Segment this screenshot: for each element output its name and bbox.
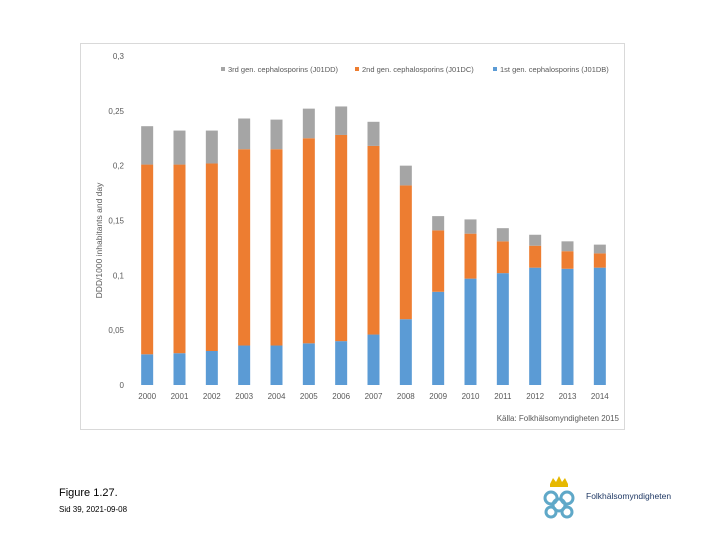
bar-segment-2nd-gen-2009 bbox=[432, 230, 445, 292]
y-tick-label: 0 bbox=[120, 381, 125, 390]
x-tick-label: 2011 bbox=[494, 392, 512, 401]
bar-segment-2nd-gen-2012 bbox=[529, 245, 542, 268]
x-tick-label: 2013 bbox=[559, 392, 577, 401]
bar-segment-2nd-gen-2013 bbox=[561, 251, 574, 269]
bar-segment-3rd-gen-2010 bbox=[464, 219, 477, 234]
x-tick-label: 2006 bbox=[332, 392, 350, 401]
bar-segment-2nd-gen-2000 bbox=[141, 164, 154, 355]
logo-text: Folkhälsomyndigheten bbox=[586, 491, 672, 501]
x-tick-label: 2000 bbox=[138, 392, 156, 401]
bar-segment-2nd-gen-2006 bbox=[335, 134, 348, 342]
bar-segment-1st-gen-2007 bbox=[367, 334, 380, 385]
bar-segment-2nd-gen-2005 bbox=[302, 138, 315, 344]
bar-segment-1st-gen-2013 bbox=[561, 268, 574, 385]
slide-reference: Sid 39, 2021-09-08 bbox=[59, 505, 128, 514]
y-tick-label: 0,2 bbox=[113, 162, 125, 171]
x-tick-label: 2007 bbox=[365, 392, 383, 401]
y-tick-label: 0,15 bbox=[108, 217, 124, 226]
x-tick-label: 2014 bbox=[591, 392, 609, 401]
x-tick-label: 2009 bbox=[429, 392, 447, 401]
bar-segment-3rd-gen-2013 bbox=[561, 241, 574, 252]
bar-segment-2nd-gen-2014 bbox=[593, 253, 606, 268]
bar-segment-1st-gen-2001 bbox=[173, 353, 186, 385]
y-tick-label: 0,3 bbox=[113, 52, 125, 61]
x-tick-label: 2001 bbox=[171, 392, 189, 401]
bar-segment-3rd-gen-2011 bbox=[496, 228, 509, 242]
stacked-bar-chart: DDD/1000 inhabitants and day 0 0,05 0,1 0,15… bbox=[94, 52, 620, 423]
chart-source: Källa: Folkhälsomyndigheten 2015 bbox=[497, 414, 620, 423]
bar-segment-2nd-gen-2010 bbox=[464, 233, 477, 279]
bar-segment-1st-gen-2000 bbox=[141, 354, 154, 385]
bar-segment-1st-gen-2014 bbox=[593, 267, 606, 385]
x-tick-label: 2008 bbox=[397, 392, 415, 401]
bar-segment-3rd-gen-2006 bbox=[335, 106, 348, 135]
bar-segment-1st-gen-2010 bbox=[464, 278, 477, 385]
y-tick-label: 0,1 bbox=[113, 271, 125, 280]
bar-segment-1st-gen-2012 bbox=[529, 267, 542, 385]
bar-segment-3rd-gen-2002 bbox=[205, 130, 218, 164]
x-tick-label: 2012 bbox=[526, 392, 544, 401]
x-tick-label: 2005 bbox=[300, 392, 318, 401]
chart-frame: DDD/1000 inhabitants and day 0 0,05 0,1 0,15… bbox=[80, 43, 625, 430]
logo-emblem-icon bbox=[543, 476, 575, 519]
legend-label: 3rd gen. cephalosporins (J01DD) bbox=[228, 65, 339, 74]
legend-label: 2nd gen. cephalosporins (J01DC) bbox=[362, 65, 474, 74]
folkhalsomyndigheten-logo: Folkhälsomyndigheten bbox=[536, 474, 676, 520]
bar-segment-3rd-gen-2000 bbox=[141, 126, 154, 165]
bar-segment-3rd-gen-2007 bbox=[367, 121, 380, 146]
bar-segment-1st-gen-2003 bbox=[238, 345, 251, 385]
legend-swatch bbox=[493, 67, 497, 71]
bar-segment-2nd-gen-2004 bbox=[270, 149, 283, 346]
x-tick-label: 2002 bbox=[203, 392, 221, 401]
x-tick-label: 2003 bbox=[235, 392, 253, 401]
bar-segment-2nd-gen-2008 bbox=[399, 185, 412, 320]
bar-segment-3rd-gen-2009 bbox=[432, 216, 445, 231]
legend-swatch bbox=[221, 67, 225, 71]
legend-swatch bbox=[355, 67, 359, 71]
bar-segment-1st-gen-2006 bbox=[335, 341, 348, 385]
bar-segment-1st-gen-2009 bbox=[432, 291, 445, 385]
bar-segment-1st-gen-2008 bbox=[399, 319, 412, 385]
y-axis-title: DDD/1000 inhabitants and day bbox=[94, 182, 104, 299]
bar-segment-1st-gen-2004 bbox=[270, 345, 283, 385]
bar-segment-2nd-gen-2007 bbox=[367, 145, 380, 335]
bar-segment-3rd-gen-2004 bbox=[270, 119, 283, 150]
bar-segment-3rd-gen-2008 bbox=[399, 165, 412, 186]
bar-segment-1st-gen-2002 bbox=[205, 351, 218, 385]
y-tick-label: 0,05 bbox=[108, 326, 124, 335]
bar-segment-3rd-gen-2005 bbox=[302, 108, 315, 139]
bar-segment-2nd-gen-2011 bbox=[496, 241, 509, 274]
bar-segment-1st-gen-2005 bbox=[302, 343, 315, 385]
bar-segment-2nd-gen-2001 bbox=[173, 164, 186, 354]
bar-segment-2nd-gen-2003 bbox=[238, 149, 251, 346]
x-tick-label: 2010 bbox=[462, 392, 480, 401]
legend-label: 1st gen. cephalosporins (J01DB) bbox=[500, 65, 609, 74]
bar-segment-1st-gen-2011 bbox=[496, 273, 509, 385]
bar-segment-2nd-gen-2002 bbox=[205, 163, 218, 352]
bar-segment-3rd-gen-2001 bbox=[173, 130, 186, 165]
bar-segment-3rd-gen-2014 bbox=[593, 244, 606, 254]
y-tick-label: 0,25 bbox=[108, 107, 124, 116]
x-tick-label: 2004 bbox=[268, 392, 286, 401]
figure-caption: Figure 1.27. bbox=[59, 487, 118, 499]
bar-segment-3rd-gen-2003 bbox=[238, 118, 251, 150]
bar-segment-3rd-gen-2012 bbox=[529, 234, 542, 246]
